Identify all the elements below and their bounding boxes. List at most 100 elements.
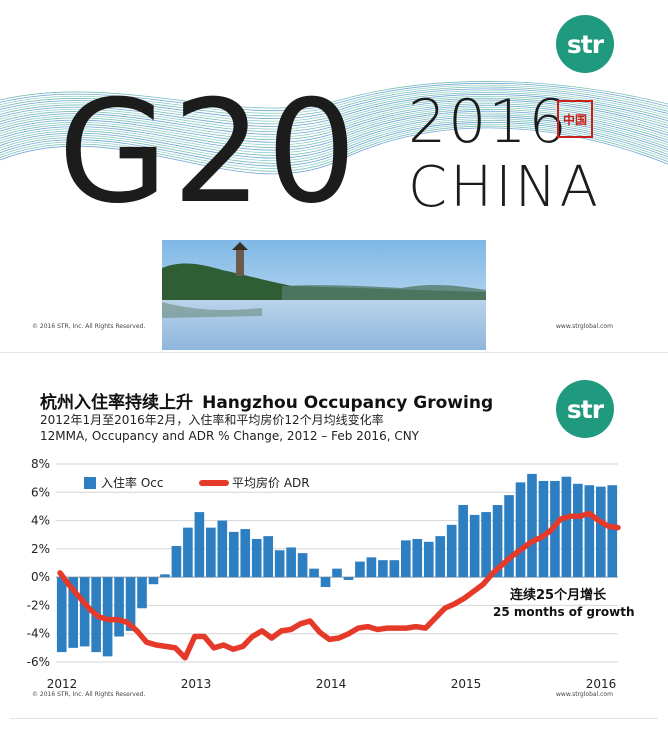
occ-bar [366, 557, 377, 578]
occ-bar [274, 550, 285, 578]
adr-line [57, 510, 621, 661]
str-logo-text: str [566, 29, 604, 59]
slide-chart: str 杭州入住率持续上升 Hangzhou Occupancy Growing… [0, 368, 668, 730]
occ-bar [527, 473, 537, 578]
occ-bar [137, 577, 147, 609]
seal-text: 中国 [562, 112, 587, 127]
wave-line [0, 82, 668, 112]
wave-line [0, 99, 668, 135]
wave-line [0, 101, 668, 138]
y-tick-label: 4% [31, 514, 50, 528]
occ-bar [378, 560, 388, 578]
occ-bar [68, 577, 79, 648]
occ-bar [171, 546, 182, 578]
wave-line [0, 81, 668, 109]
occ-bar [607, 485, 618, 578]
title-en: Hangzhou Occupancy Growing [202, 393, 494, 413]
wave-line [0, 97, 668, 133]
wave-line [0, 114, 668, 156]
wave-line [0, 94, 668, 127]
occ-bar [573, 483, 583, 578]
g20-text: G20 [58, 70, 361, 235]
y-tick-label: -2% [27, 598, 50, 612]
china-text: CHINA [408, 155, 601, 220]
annotation-en: 25 months of growth [493, 605, 635, 619]
legend-occ-swatch [84, 477, 96, 489]
wave-line [0, 120, 668, 164]
wave-line [0, 90, 668, 122]
x-tick-label: 2013 [181, 677, 212, 691]
y-tick-label: 6% [31, 485, 50, 499]
y-tick-label: 2% [31, 542, 50, 556]
china-seal: 中国 [557, 100, 593, 138]
occ-bar [263, 536, 274, 578]
wave-line [0, 107, 668, 146]
occ-bar [79, 577, 90, 647]
y-tick-label: -6% [27, 655, 50, 669]
slide1-website: www.strglobal.com [556, 323, 613, 330]
occ-bar [389, 560, 400, 578]
wave-line [0, 86, 668, 117]
slide1-copyright: © 2016 STR, Inc. All Rights Reserved. [32, 323, 146, 330]
occ-bar [355, 561, 365, 578]
occ-bar [286, 547, 296, 578]
wave-line [0, 108, 668, 148]
slide-g20: str G20 2016 中国 CHINA © 2016 STR, Inc. A… [0, 0, 668, 352]
occ-bar [251, 538, 262, 578]
occ-bar [469, 514, 480, 578]
legend-adr-label: 平均房价 ADR [232, 475, 310, 490]
growth-annotation: 连续25个月增长 [510, 584, 606, 603]
wave-line [0, 92, 668, 125]
occ-bar [148, 577, 159, 585]
wave-line [0, 123, 668, 169]
occ-bar [297, 553, 308, 578]
subtitle-cn: 2012年1月至2016年2月，入住率和平均房价12个月均线变化率 [40, 413, 384, 427]
occ-bar [309, 568, 319, 578]
occ-bar [240, 529, 251, 578]
wave-line [0, 118, 668, 162]
x-tick-label: 2012 [47, 677, 78, 691]
occ-bar [446, 524, 457, 578]
str-logo: str [556, 380, 614, 438]
occ-bar [160, 574, 170, 578]
wave-line [0, 84, 668, 114]
occ-bar [504, 495, 514, 578]
slide-divider [0, 352, 668, 367]
occ-bar [584, 485, 595, 578]
occ-bar [595, 486, 606, 578]
str-logo: str [556, 15, 614, 73]
year-2016-text: 2016 [408, 87, 569, 157]
occ-bar [561, 476, 572, 578]
west-lake-photo [162, 240, 486, 350]
occ-bar [183, 527, 193, 578]
wave-line [0, 121, 668, 167]
occ-bar [435, 536, 446, 578]
occ-bar [343, 577, 354, 580]
occ-bar [206, 527, 216, 578]
y-tick-label: 8% [31, 457, 50, 471]
occ-bar [228, 531, 239, 578]
str-logo-text: str [566, 394, 604, 424]
y-tick-label: 0% [31, 570, 50, 584]
slide2-website: www.strglobal.com [556, 691, 613, 698]
wave-line [0, 125, 668, 172]
occ-bar [515, 482, 526, 578]
occ-bar [194, 512, 205, 578]
occ-bar [423, 541, 434, 578]
occ-bar [114, 577, 124, 637]
title-cn: 杭州入住率持续上升 [40, 393, 193, 413]
occ-bar [217, 520, 228, 578]
occ-bar [400, 540, 411, 578]
wave-line [0, 127, 668, 175]
chart-title: 杭州入住率持续上升 Hangzhou Occupancy Growing [40, 388, 493, 413]
x-tick-label: 2015 [451, 677, 482, 691]
occ-bar [458, 505, 468, 578]
wave-line [0, 112, 668, 154]
wave-line [0, 110, 668, 151]
occ-bar [538, 480, 549, 578]
occ-bar [56, 577, 67, 653]
bottom-rule [10, 718, 658, 719]
wave-line [0, 116, 668, 159]
y-tick-label: -4% [27, 627, 50, 641]
